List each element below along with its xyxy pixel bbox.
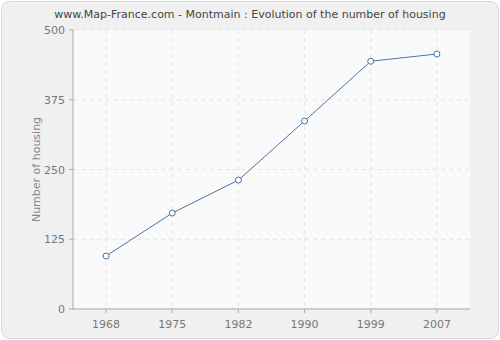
y-tick — [69, 99, 73, 100]
y-tick-label: 125 — [44, 233, 65, 246]
series-group — [103, 51, 440, 259]
point-marker — [302, 118, 308, 124]
x-tick-label: 1975 — [158, 318, 186, 331]
x-tick-label: 1968 — [92, 318, 120, 331]
x-grid — [238, 30, 239, 309]
y-grid — [73, 169, 470, 170]
x-tick — [304, 309, 305, 313]
x-grid — [370, 30, 371, 309]
x-tick — [436, 309, 437, 313]
x-tick-label: 1982 — [224, 318, 252, 331]
chart-title: www.Map-France.com - Montmain : Evolutio… — [54, 8, 445, 21]
point-marker — [169, 210, 175, 216]
y-tick — [69, 239, 73, 240]
x-tick-label: 2007 — [423, 318, 451, 331]
x-grid — [436, 30, 437, 309]
x-grid — [172, 30, 173, 309]
series-line — [106, 54, 437, 256]
x-grid — [304, 30, 305, 309]
y-tick — [69, 169, 73, 170]
point-marker — [235, 177, 241, 183]
x-tick — [172, 309, 173, 313]
page-bg — [0, 0, 500, 340]
chart-svg: 0 125 250 375 500 1968 1975 1982 1990 1999 2007 www… — [0, 0, 500, 340]
plot-bg — [73, 30, 470, 309]
point-marker — [434, 51, 440, 57]
y-tick-label: 375 — [44, 94, 65, 107]
y-tick-label: 250 — [44, 164, 65, 177]
y-grid — [73, 30, 470, 31]
y-grid — [73, 99, 470, 100]
chart-root: 0 125 250 375 500 1968 1975 1982 1990 1999 2007 www… — [0, 0, 500, 340]
x-tick — [238, 309, 239, 313]
x-axis — [73, 309, 470, 310]
y-tick-label: 500 — [44, 24, 65, 37]
x-tick-label: 1999 — [357, 318, 385, 331]
y-grid — [73, 309, 470, 310]
point-marker — [103, 253, 109, 259]
x-tick — [106, 309, 107, 313]
y-tick-label: 0 — [58, 303, 65, 316]
y-tick — [69, 30, 73, 31]
y-axis-label: Number of housing — [30, 117, 43, 222]
panel-bg — [2, 2, 499, 339]
x-tick — [370, 309, 371, 313]
point-marker — [368, 58, 374, 64]
y-tick — [69, 309, 73, 310]
x-grid — [106, 30, 107, 309]
x-tick-label: 1990 — [291, 318, 319, 331]
